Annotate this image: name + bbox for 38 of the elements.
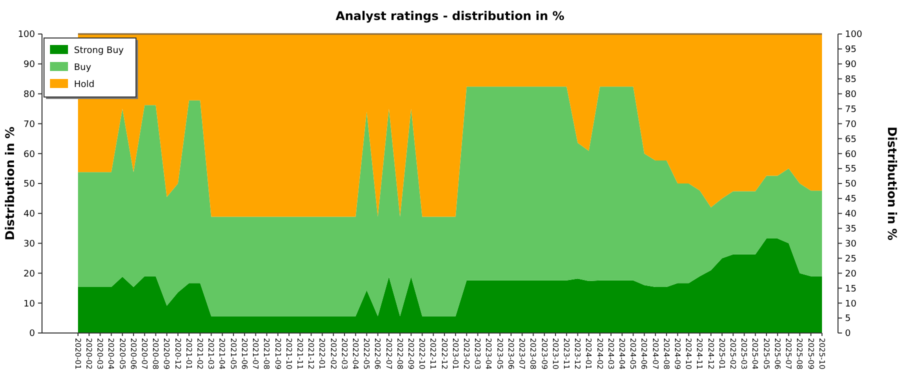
y-axis-title: Distribution in %: [3, 126, 17, 240]
y-tick-label: 40: [24, 210, 36, 220]
y2-tick-label: 30: [845, 239, 857, 250]
y2-tick-label: 100: [845, 30, 862, 40]
y-tick-label: 100: [18, 30, 36, 40]
y-tick-label: 30: [24, 239, 36, 250]
y2-tick-label: 65: [845, 134, 856, 145]
y2-tick-label: 25: [845, 254, 856, 264]
y-tick-label: 10: [24, 299, 36, 310]
y2-tick-label: 85: [845, 75, 856, 85]
y2-tick-label: 75: [845, 104, 856, 115]
legend-label: Hold: [74, 80, 94, 90]
legend-label: Strong Buy: [74, 46, 124, 56]
chart-title: Analyst ratings - distribution in %: [336, 9, 564, 23]
y-tick-label: 90: [24, 60, 36, 70]
y2-tick-label: 5: [845, 314, 851, 324]
y2-tick-label: 70: [845, 120, 857, 130]
y2-tick-label: 80: [845, 90, 857, 100]
y2-tick-label: 10: [845, 299, 857, 310]
y2-tick-label: 60: [845, 150, 857, 160]
y2-tick-label: 35: [845, 224, 856, 234]
y-tick-label: 80: [24, 90, 36, 100]
y2-axis-title: Distribution in %: [885, 126, 899, 240]
y2-tick-label: 95: [845, 45, 856, 56]
y-tick-label: 20: [24, 269, 36, 280]
y-tick-label: 60: [24, 150, 36, 160]
y2-tick-label: 20: [845, 269, 857, 280]
y2-tick-label: 45: [845, 194, 856, 205]
y-tick-label: 70: [24, 120, 36, 130]
y2-tick-label: 90: [845, 60, 857, 70]
y2-tick-label: 55: [845, 164, 856, 175]
y-tick-label: 50: [24, 180, 36, 190]
legend-label: Buy: [74, 63, 92, 74]
y2-tick-label: 0: [845, 329, 851, 340]
y-tick-label: 0: [29, 329, 36, 340]
y2-tick-label: 50: [845, 180, 857, 190]
y2-tick-label: 15: [845, 284, 856, 294]
y2-tick-label: 40: [845, 210, 857, 220]
